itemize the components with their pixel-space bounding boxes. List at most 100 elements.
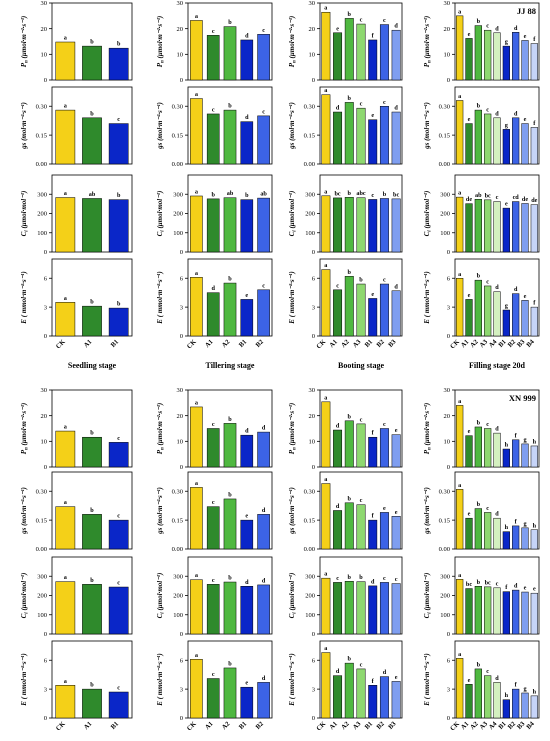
bar — [391, 434, 401, 468]
significance-label: a — [195, 13, 198, 20]
x-category-label: A3 — [352, 720, 363, 731]
y-tick-label: 10 — [444, 439, 451, 446]
bar — [484, 199, 492, 253]
x-category-label: A4 — [488, 720, 499, 731]
significance-label: c — [486, 421, 489, 428]
bar — [257, 514, 270, 550]
chart-panel: 0.00 0.15 0.30 gs (mol·m⁻²·s⁻¹) a c b d c — [156, 86, 273, 168]
significance-label: g — [523, 436, 527, 443]
significance-label: bc — [334, 190, 340, 197]
y-tick-label: 0.00 — [172, 161, 183, 168]
y-tick-label: 3 — [447, 304, 450, 311]
significance-label: b — [90, 430, 94, 437]
significance-label: a — [324, 5, 327, 12]
y-tick-label: 0 — [312, 715, 315, 722]
significance-label: e — [468, 31, 471, 38]
y-axis-label: gs (mol·m⁻²·s⁻¹) — [423, 487, 431, 535]
bar — [484, 512, 492, 550]
significance-label: e — [468, 511, 471, 518]
significance-label: f — [372, 513, 375, 520]
significance-label: c — [383, 99, 386, 106]
significance-label: c — [383, 575, 386, 582]
x-category-label: A1 — [460, 720, 471, 731]
y-axis-label: E ( mmol·m⁻²·s⁻¹) — [423, 653, 431, 706]
x-category-label: B1 — [238, 338, 248, 348]
bar — [456, 100, 464, 165]
significance-label: e — [505, 201, 508, 208]
y-tick-label: 30 — [41, 0, 48, 7]
bar — [512, 589, 520, 635]
significance-label: f — [372, 32, 375, 39]
x-category-label: B4 — [525, 720, 536, 731]
bar — [344, 581, 354, 635]
y-axis-label: Ci (μmol·mol⁻¹) — [20, 573, 30, 619]
y-axis-label: gs (mol·m⁻²·s⁻¹) — [20, 102, 28, 150]
bar — [379, 428, 389, 468]
bar — [456, 15, 464, 81]
significance-label: f — [515, 518, 518, 525]
y-axis-label: Ci (μmol·mol⁻¹) — [156, 573, 166, 619]
significance-label: a — [458, 8, 461, 15]
x-category-label: B1 — [497, 720, 507, 730]
bar — [55, 581, 76, 635]
y-tick-label: 0.00 — [439, 546, 450, 553]
chart-panel: 0 10 20 30 Pn (μmol·m⁻²·s⁻¹) a e b c f c d — [288, 0, 403, 84]
bar — [206, 113, 220, 165]
bar — [55, 685, 76, 719]
y-tick-label: 20 — [41, 413, 48, 420]
chart-panel: 0.00 0.15 0.30 gs (mol·m⁻²·s⁻¹) a b c — [20, 471, 133, 553]
bar — [223, 498, 237, 550]
bar — [465, 517, 473, 550]
y-axis-label: Ci (μmol·mol⁻¹) — [288, 573, 298, 619]
bar — [530, 127, 538, 165]
y-axis-label: Ci (μmol·mol⁻¹) — [423, 573, 433, 619]
significance-label: e — [533, 586, 536, 593]
bar — [391, 198, 401, 253]
significance-label: d — [495, 25, 499, 32]
y-tick-label: 0.00 — [439, 161, 450, 168]
x-category-label: B2 — [375, 720, 386, 731]
y-tick-label: 200 — [440, 593, 450, 600]
bar — [223, 282, 237, 337]
x-category-label: B3 — [516, 720, 527, 731]
significance-label: ab — [89, 191, 96, 198]
significance-label: e — [371, 112, 374, 119]
significance-label: a — [64, 574, 67, 581]
bar — [356, 283, 366, 337]
significance-label: c — [360, 497, 363, 504]
y-tick-label: 20 — [177, 26, 184, 33]
significance-label: a — [195, 399, 198, 406]
bar — [82, 305, 102, 337]
bar — [379, 582, 389, 635]
significance-label: ab — [227, 190, 234, 197]
significance-label: d — [245, 32, 249, 39]
significance-label: ab — [475, 192, 482, 199]
significance-label: d — [514, 110, 518, 117]
x-category-label: B1 — [110, 338, 120, 348]
bar — [465, 299, 473, 337]
y-tick-label: 0.15 — [439, 517, 450, 524]
bar — [321, 483, 331, 550]
bar — [344, 276, 354, 337]
significance-label: d — [371, 578, 375, 585]
chart-panel: 0.00 0.15 0.30 gs (mol·m⁻²·s⁻¹) a b c — [20, 86, 133, 168]
bar — [333, 429, 343, 468]
significance-label: h — [505, 692, 509, 699]
bar — [512, 201, 520, 253]
chart-panel: 0 10 20 30 Pn (μmol·m⁻²·s⁻¹) a b b — [20, 0, 133, 84]
significance-label: f — [533, 120, 536, 127]
significance-label: d — [245, 428, 249, 435]
significance-label: c — [212, 106, 215, 113]
y-axis-label: Pn (μmol·m⁻²·s⁻¹) — [156, 403, 166, 455]
y-axis-label: Ci (μmol·mol⁻¹) — [156, 191, 166, 237]
y-tick-label: 300 — [305, 573, 315, 580]
bar — [223, 109, 237, 165]
bar — [368, 585, 378, 635]
significance-label: b — [477, 273, 481, 280]
significance-label: b — [90, 577, 94, 584]
significance-label: a — [458, 190, 461, 197]
significance-label: b — [90, 110, 94, 117]
